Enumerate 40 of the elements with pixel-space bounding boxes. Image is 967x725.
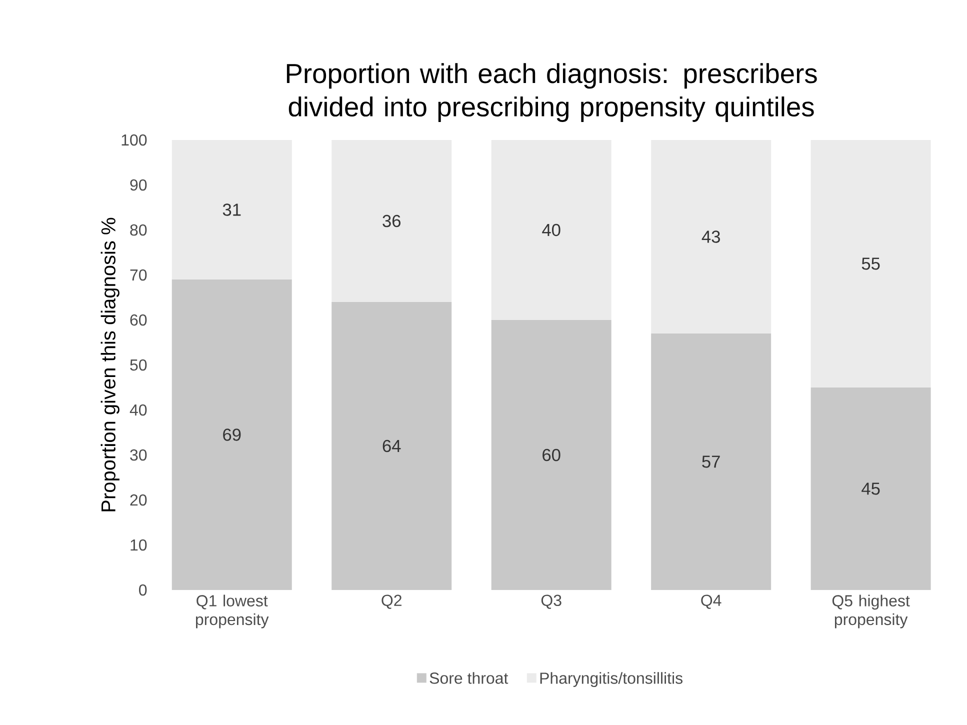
data-label: 45 <box>862 482 880 495</box>
bar <box>651 140 772 334</box>
bar <box>651 333 772 590</box>
bar <box>172 279 292 590</box>
bar <box>491 320 612 590</box>
y-tick-label: 20 <box>130 494 147 506</box>
y-tick-label: 50 <box>130 359 147 371</box>
data-label: 36 <box>382 214 400 228</box>
y-tick-label: 60 <box>130 314 147 326</box>
y-tick-label: 100 <box>122 134 147 146</box>
chart-title: Proportion with each diagnosis: prescribers divided into prescribing propensity quintiles <box>286 63 817 122</box>
y-tick-label: 40 <box>130 404 147 416</box>
data-label: 31 <box>222 204 241 216</box>
x-tick-label: Q2 <box>382 594 402 609</box>
data-label: 64 <box>382 440 401 452</box>
y-tick-label: 30 <box>130 449 147 461</box>
y-tick-label: 90 <box>130 179 147 191</box>
data-label: 60 <box>542 448 560 462</box>
bar <box>332 302 452 590</box>
y-tick-label: 0 <box>139 584 147 596</box>
data-label: 55 <box>862 258 880 270</box>
bar <box>810 140 931 388</box>
bar <box>810 388 931 590</box>
x-tick-label: Q1 lowest propensity <box>196 594 269 628</box>
x-tick-label: Q3 <box>541 594 562 609</box>
data-label: 43 <box>702 230 720 243</box>
bar <box>172 140 292 280</box>
data-label: 57 <box>702 456 720 468</box>
data-label: 40 <box>542 224 560 236</box>
y-tick-label: 70 <box>130 269 147 281</box>
y-tick-label: 10 <box>130 539 147 551</box>
legend-label: Sore throat <box>430 672 508 684</box>
y-tick-label: 80 <box>130 224 147 236</box>
y-axis-title: Proportion given this diagnosis % <box>100 218 120 512</box>
x-tick-label: Q4 <box>701 594 722 609</box>
bar <box>332 140 452 302</box>
legend-label: Pharyngitis/tonsillitis <box>540 672 682 688</box>
bar <box>491 140 612 320</box>
x-tick-label: Q5 highest propensity <box>832 594 910 628</box>
data-label: 69 <box>223 428 241 441</box>
